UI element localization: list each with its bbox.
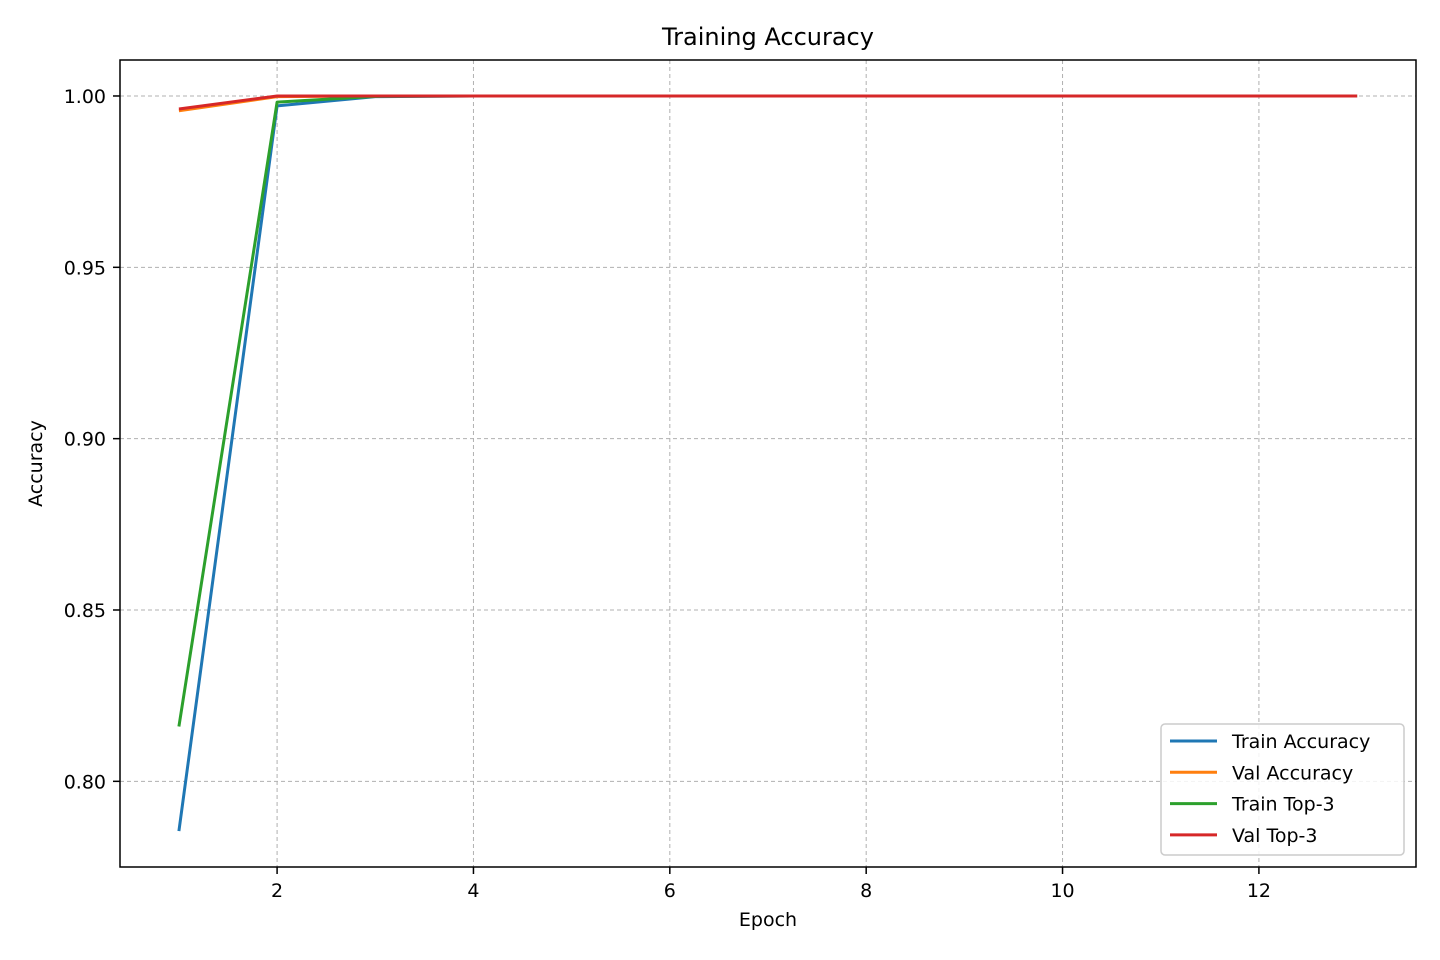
x-axis-label: Epoch: [739, 909, 797, 931]
x-tick-label: 10: [1050, 880, 1074, 902]
x-tick-label: 2: [271, 880, 283, 902]
y-axis-label: Accuracy: [25, 420, 47, 507]
chart-title: Training Accuracy: [661, 23, 874, 51]
y-tick-label: 0.90: [64, 429, 106, 451]
x-tick-label: 12: [1247, 880, 1271, 902]
x-axis-ticks: 2 4 6 8 10 12: [271, 867, 1271, 902]
plot-frame: [119, 59, 1417, 868]
y-tick-label: 1.00: [64, 86, 106, 108]
legend-label-val-accuracy: Val Accuracy: [1232, 762, 1353, 784]
series-line-val-top-3: [178, 94, 1358, 111]
series-lines: [177, 94, 1358, 832]
x-tick-label: 8: [860, 880, 872, 902]
y-tick-label: 0.80: [64, 771, 106, 793]
x-tick-label: 6: [664, 880, 676, 902]
x-tick-label: 4: [467, 880, 479, 902]
legend-label-train-accuracy: Train Accuracy: [1231, 731, 1370, 753]
y-tick-label: 0.85: [64, 600, 106, 622]
legend-box: [1160, 723, 1405, 856]
series-line-train-top-3: [177, 94, 1358, 727]
legend-label-val-top-3: Val Top-3: [1232, 825, 1318, 847]
legend-label-train-top-3: Train Top-3: [1231, 794, 1335, 816]
y-tick-label: 0.95: [64, 257, 106, 279]
y-axis-ticks: 0.80 0.85 0.90 0.95 1.00: [64, 86, 120, 793]
series-line-train-accuracy: [177, 94, 1358, 832]
legend: Train Accuracy Val Accuracy Train Top-3 Val…: [1160, 723, 1405, 856]
